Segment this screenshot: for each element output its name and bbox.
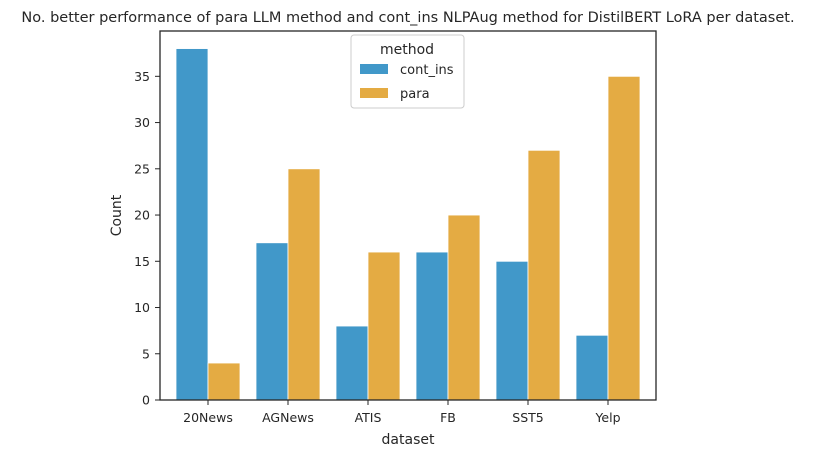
bar-cont-ins-agnews	[255, 242, 289, 401]
legend-title: method	[380, 42, 434, 58]
bar-para-sst5	[527, 149, 561, 401]
x-tick-label: AGNews	[262, 410, 314, 425]
chart-title: No. better performance of para LLM metho…	[21, 10, 794, 26]
legend-swatch-para	[360, 88, 388, 98]
legend-label-para: para	[400, 87, 430, 102]
x-axis: 20News AGNews ATIS FB SST5 Yelp	[183, 400, 621, 425]
y-axis-label: Count	[109, 194, 125, 236]
bar-cont-ins-fb	[415, 251, 449, 401]
x-tick-label: ATIS	[355, 410, 382, 425]
bar-para-yelp	[607, 75, 641, 401]
bar-para-fb	[447, 214, 481, 401]
bar-cont-ins-20news	[175, 48, 209, 401]
x-tick-label: SST5	[512, 410, 543, 425]
y-axis: 0 5 10 15 20 25 30 35	[134, 69, 160, 408]
y-tick-label: 15	[134, 254, 150, 269]
bar-cont-ins-sst5	[495, 260, 529, 401]
bar-para-agnews	[287, 168, 321, 401]
legend-swatch-cont-ins	[360, 64, 388, 74]
legend-label-cont-ins: cont_ins	[400, 63, 454, 78]
x-tick-label: 20News	[183, 410, 233, 425]
legend: method cont_ins para	[350, 34, 465, 109]
y-tick-label: 25	[134, 161, 150, 176]
bar-para-atis	[367, 251, 401, 401]
y-tick-label: 10	[134, 300, 150, 315]
y-tick-label: 0	[142, 393, 150, 408]
y-tick-label: 30	[134, 115, 150, 130]
bar-para-20news	[207, 362, 241, 401]
y-tick-label: 20	[134, 208, 150, 223]
y-tick-label: 5	[142, 346, 150, 361]
bar-cont-ins-yelp	[575, 334, 609, 401]
x-tick-label: FB	[440, 410, 456, 425]
x-tick-label: Yelp	[594, 410, 620, 425]
bar-cont-ins-atis	[335, 325, 369, 401]
y-tick-label: 35	[134, 69, 150, 84]
x-axis-label: dataset	[382, 432, 435, 448]
plot-area	[175, 48, 641, 401]
